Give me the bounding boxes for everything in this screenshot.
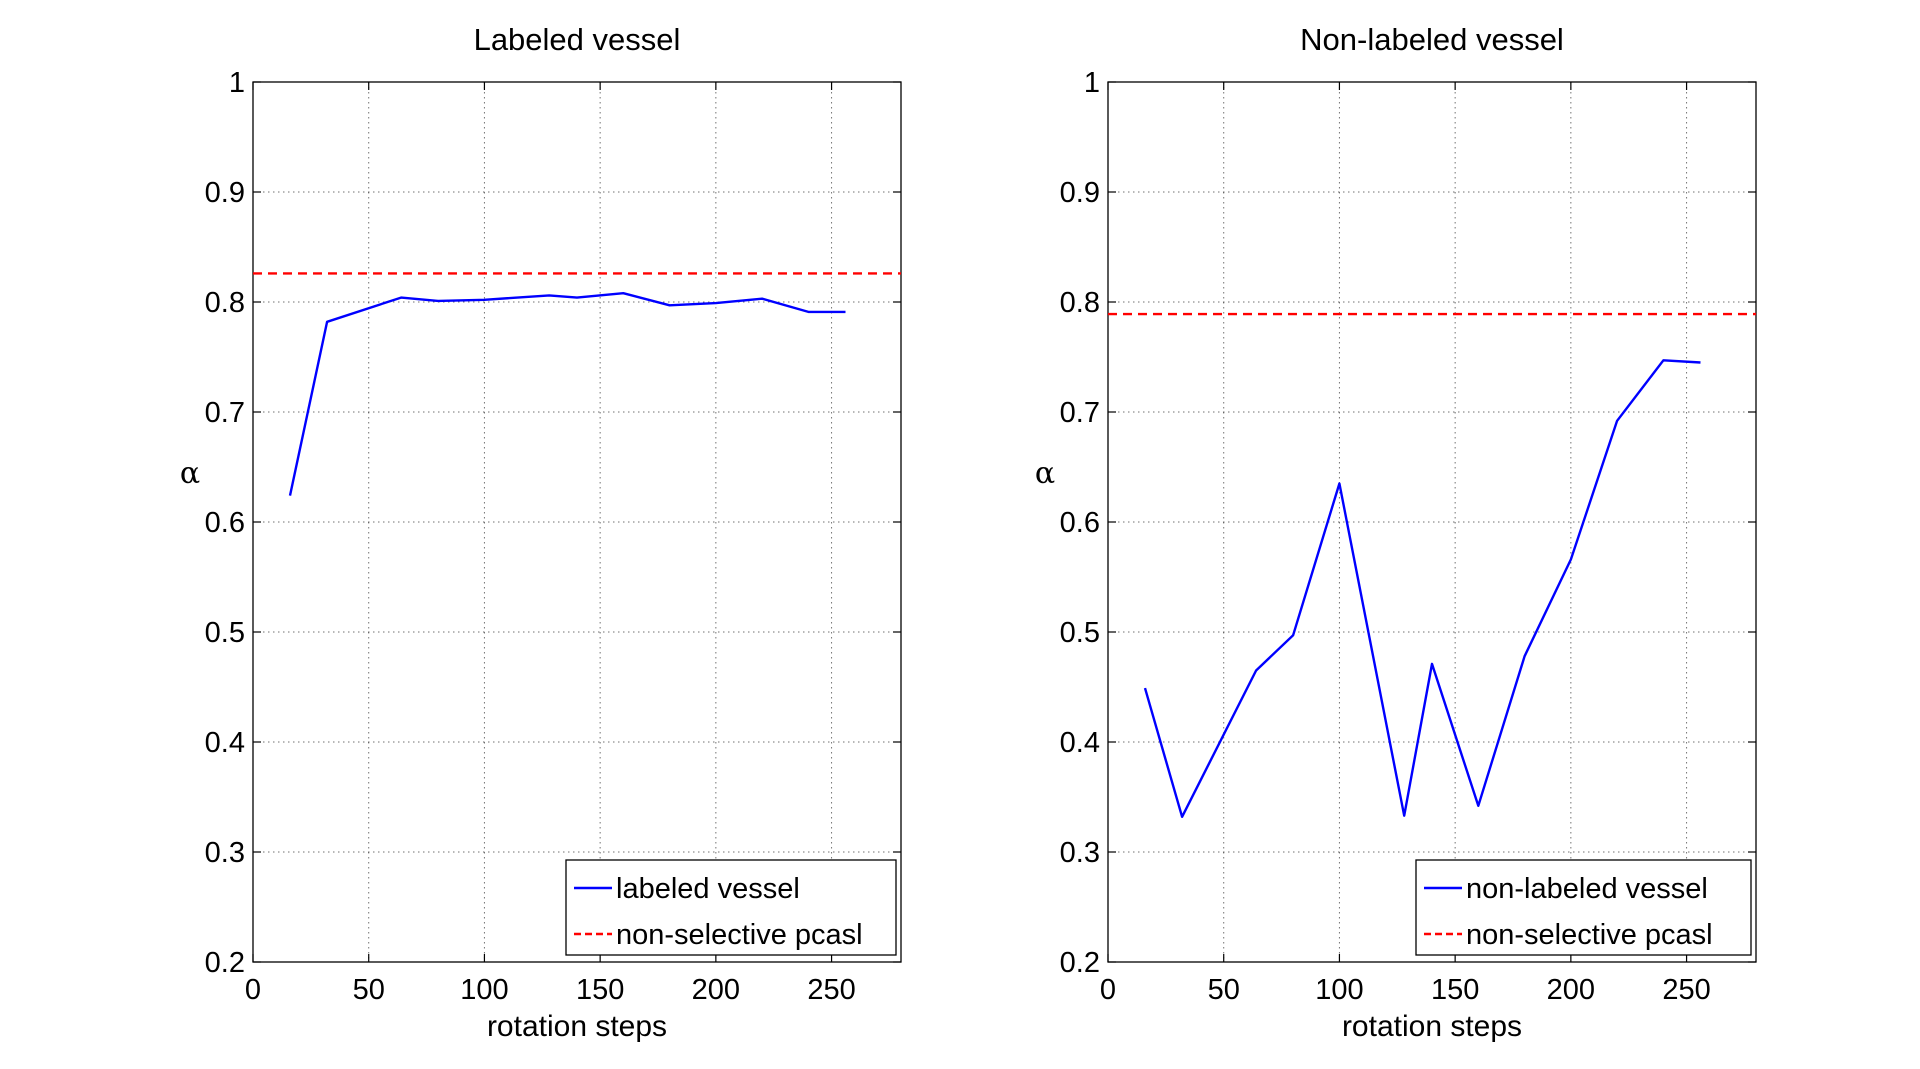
x-tick-label: 100 [460,974,508,1006]
series-group [1108,312,1756,818]
y-axis-label: α [180,456,200,491]
y-tick-label: 0.2 [205,947,245,979]
legend: labeled vessel non-selective pcasl [565,859,897,956]
legend-entry-label: non-selective pcasl [1466,919,1713,951]
y-tick-label: 0.8 [1060,287,1100,319]
chart-title: Labeled vessel [474,22,681,57]
y-tick-label: 0.7 [205,397,245,429]
y-tick-label: 1 [229,67,245,99]
x-tick-label: 200 [692,974,740,1006]
legend-box [1415,859,1752,956]
y-tick-label: 0.3 [1060,837,1100,869]
x-tick-label: 150 [576,974,624,1006]
y-tick-label: 0.9 [205,177,245,209]
y-tick-label: 0.6 [205,507,245,539]
x-tick-label: 150 [1431,974,1479,1006]
x-tick-label: 200 [1547,974,1595,1006]
x-tick-label: 100 [1315,974,1363,1006]
axis-ticks: 0 50 100 150 200 250 0.2 0.3 0.4 0.5 0.6 0.7 0.8 0.9 1 [1060,67,1756,1006]
line-series [288,292,846,496]
grid [253,82,901,962]
axis-ticks: 0 50 100 150 200 250 0.2 0.3 0.4 0.5 0.6 0.7 0.8 0.9 1 [205,67,901,1006]
x-tick-label: 50 [1208,974,1240,1006]
y-tick-label: 0.5 [1060,617,1100,649]
y-tick-label: 0.7 [1060,397,1100,429]
y-tick-label: 1 [1084,67,1100,99]
y-tick-label: 0.2 [1060,947,1100,979]
legend-entry-label: labeled vessel [616,873,800,905]
y-axis-label: α [1035,456,1055,491]
legend-entry-label: non-labeled vessel [1466,873,1708,905]
series-group [253,272,901,496]
chart-panel-labeled-vessel: 0 50 100 150 200 250 0.2 0.3 0.4 0.5 0.6 0.7 0.8 0.9 1… [180,22,902,1043]
x-tick-label: 50 [353,974,385,1006]
x-axis-label: rotation steps [1342,1010,1522,1043]
x-tick-label: 250 [807,974,855,1006]
y-tick-label: 0.6 [1060,507,1100,539]
y-tick-label: 0.8 [205,287,245,319]
legend-box [565,859,897,956]
x-axis-label: rotation steps [487,1010,667,1043]
y-tick-label: 0.3 [205,837,245,869]
y-tick-label: 0.4 [205,727,245,759]
y-tick-label: 0.5 [205,617,245,649]
chart-panel-non-labeled-vessel: 0 50 100 150 200 250 0.2 0.3 0.4 0.5 0.6 0.7 0.8 0.9 1… [1035,22,1757,1043]
line-series [1143,359,1701,818]
x-tick-label: 0 [245,974,261,1006]
chart-title: Non-labeled vessel [1300,22,1564,57]
legend: non-labeled vessel non-selective pcasl [1415,859,1752,956]
x-tick-label: 250 [1662,974,1710,1006]
y-tick-label: 0.9 [1060,177,1100,209]
x-tick-label: 0 [1100,974,1116,1006]
legend-entry-label: non-selective pcasl [616,919,863,951]
y-tick-label: 0.4 [1060,727,1100,759]
grid [1108,82,1756,962]
